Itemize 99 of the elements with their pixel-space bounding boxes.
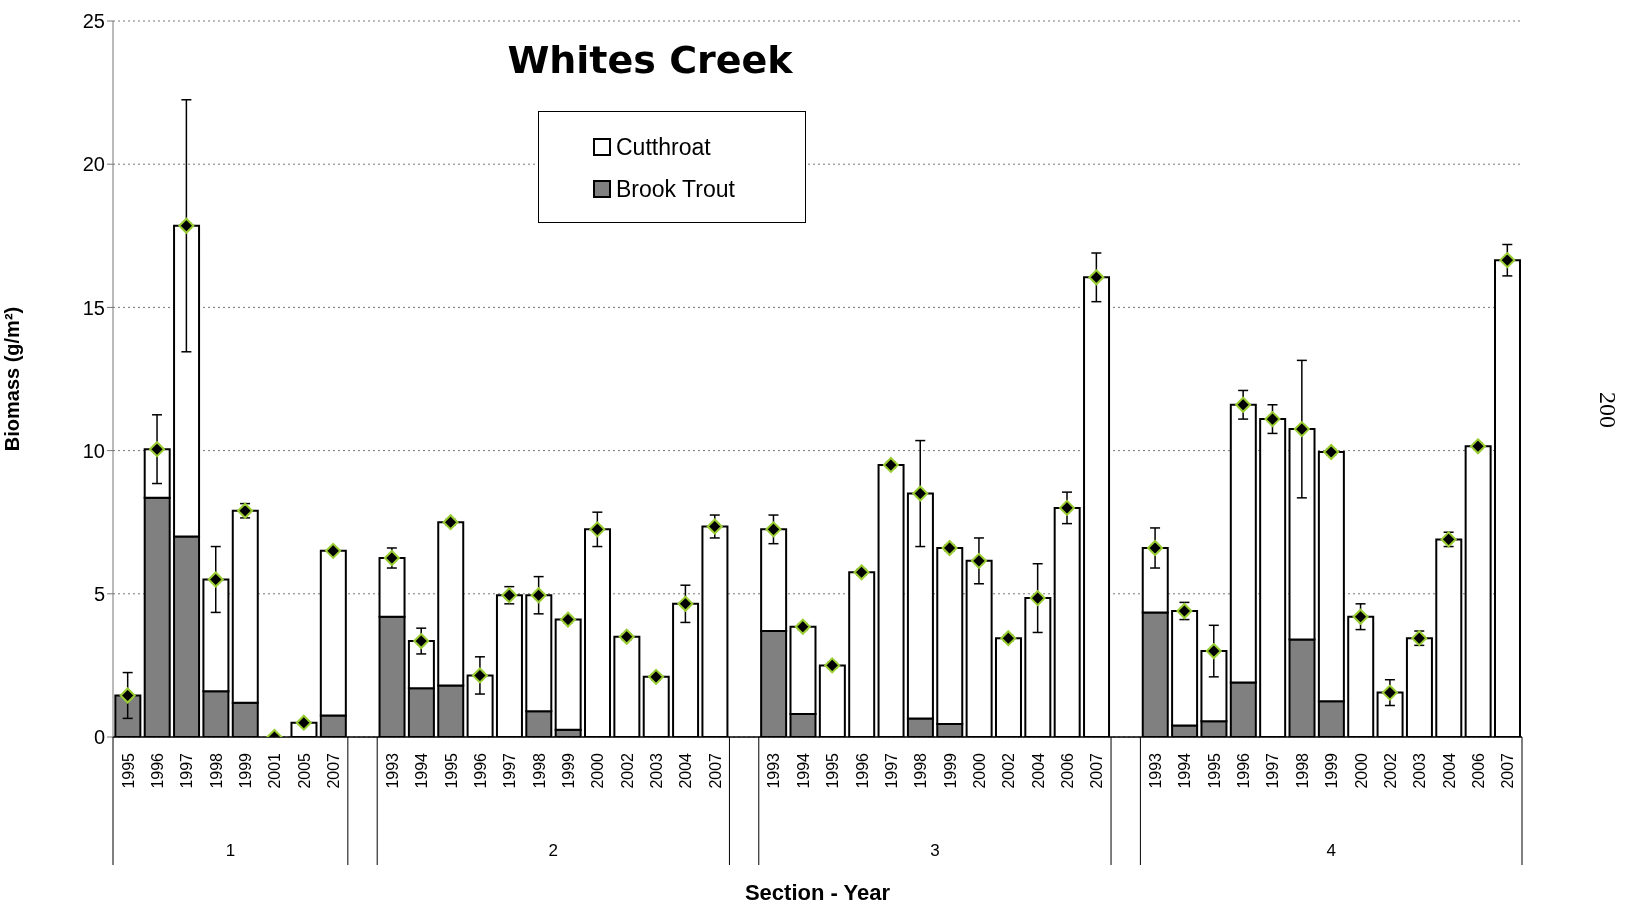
x-tick-label: 1996 <box>853 752 871 789</box>
x-tick-label: 1999 <box>1323 752 1341 789</box>
x-tick-label: 2004 <box>1440 752 1458 789</box>
x-tick-label: 1998 <box>530 752 548 789</box>
x-tick-label: 1996 <box>1235 752 1253 789</box>
x-axis-title: Section - Year <box>744 880 891 905</box>
point <box>1469 438 1486 455</box>
point <box>1264 411 1281 428</box>
x-tick-label: 1994 <box>1176 752 1194 789</box>
legend-label: Cutthroat <box>616 133 711 161</box>
x-tick-label: 2004 <box>1029 752 1047 789</box>
legend-label: Brook Trout <box>616 175 735 203</box>
x-tick-label: 1997 <box>882 752 900 789</box>
x-tick-label: 2002 <box>618 752 636 789</box>
point <box>1147 539 1164 556</box>
x-tick-label: 2005 <box>295 752 313 789</box>
point <box>471 667 488 684</box>
x-tick-label: 1999 <box>237 752 255 789</box>
x-tick-label: 2006 <box>1469 752 1487 789</box>
text: 2 <box>548 841 559 860</box>
point <box>589 521 606 538</box>
x-tick-label: 1997 <box>178 752 196 789</box>
point <box>1059 499 1076 516</box>
point <box>178 217 195 234</box>
x-tick-label: 2000 <box>589 752 607 789</box>
point <box>413 633 430 650</box>
x-tick-label: 2007 <box>706 752 724 789</box>
x-tick-label: 2007 <box>1499 752 1517 789</box>
x-tick-label: 1994 <box>794 752 812 789</box>
point <box>207 571 224 588</box>
x-tick-label: 1995 <box>1205 752 1223 789</box>
point <box>1499 252 1516 269</box>
point <box>882 456 899 473</box>
point <box>1235 396 1252 413</box>
x-tick-label: 2002 <box>1000 752 1018 789</box>
point <box>530 587 547 604</box>
point <box>442 514 459 531</box>
x-tick-label: 2007 <box>1088 752 1106 789</box>
point <box>559 611 576 628</box>
point <box>706 518 723 535</box>
point <box>824 657 841 674</box>
x-tick-label: 1997 <box>1264 752 1282 789</box>
point <box>794 618 811 635</box>
point <box>149 441 166 458</box>
point <box>1000 630 1017 647</box>
point <box>295 714 312 731</box>
x-tick-label: 1993 <box>765 752 783 789</box>
x-tick-label: 1999 <box>559 752 577 789</box>
x-tick-label: 1995 <box>824 752 842 789</box>
x-tick-label: 2001 <box>266 752 284 789</box>
point <box>648 668 665 685</box>
y-tick-label: 5 <box>93 582 105 605</box>
point <box>765 521 782 538</box>
text: Whites Creek <box>506 38 794 82</box>
x-tick-label: 2006 <box>1059 752 1077 789</box>
point <box>1323 444 1340 461</box>
x-tick-label: 2003 <box>1411 752 1429 789</box>
point <box>1352 608 1369 625</box>
y-tick-label: 0 <box>93 726 105 749</box>
x-tick-label: 1993 <box>383 752 401 789</box>
point <box>1381 684 1398 701</box>
x-tick-label: 2007 <box>325 752 343 789</box>
text: 200 <box>1595 392 1621 428</box>
x-tick-label: 1995 <box>119 752 137 789</box>
x-tick-label: 2004 <box>677 752 695 789</box>
y-tick-label: 15 <box>82 296 105 319</box>
x-tick-label: 2003 <box>648 752 666 789</box>
x-tick-label: 1996 <box>149 752 167 789</box>
point <box>941 539 958 556</box>
x-tick-label: 1993 <box>1147 752 1165 789</box>
text: 3 <box>930 841 940 860</box>
x-tick-label: 1994 <box>413 752 431 789</box>
y-axis-title: Biomass (g/m²) <box>1 306 24 452</box>
x-tick-label: 1999 <box>941 752 959 789</box>
y-tick-label: 10 <box>82 439 105 462</box>
point <box>1293 421 1310 438</box>
point <box>1029 590 1046 607</box>
point <box>1088 269 1105 286</box>
point <box>970 552 987 569</box>
point <box>618 628 635 645</box>
point <box>912 485 929 502</box>
point <box>325 542 342 559</box>
x-tick-label: 2000 <box>1352 752 1370 789</box>
x-tick-label: 2002 <box>1381 752 1399 789</box>
y-tick-label: 20 <box>82 153 105 176</box>
y-tick-label: 25 <box>82 10 105 33</box>
x-tick-label: 1995 <box>442 752 460 789</box>
text: 4 <box>1326 841 1336 860</box>
x-tick-label: 1998 <box>912 752 930 789</box>
point <box>853 564 870 581</box>
point <box>1205 643 1222 660</box>
x-tick-label: 1997 <box>501 752 519 789</box>
point <box>677 595 694 612</box>
x-tick-label: 1996 <box>471 752 489 789</box>
x-tick-label: 1998 <box>1293 752 1311 789</box>
point <box>119 687 136 704</box>
text: 1 <box>225 841 236 860</box>
x-tick-label: 1998 <box>207 752 225 789</box>
x-tick-label: 2000 <box>970 752 988 789</box>
